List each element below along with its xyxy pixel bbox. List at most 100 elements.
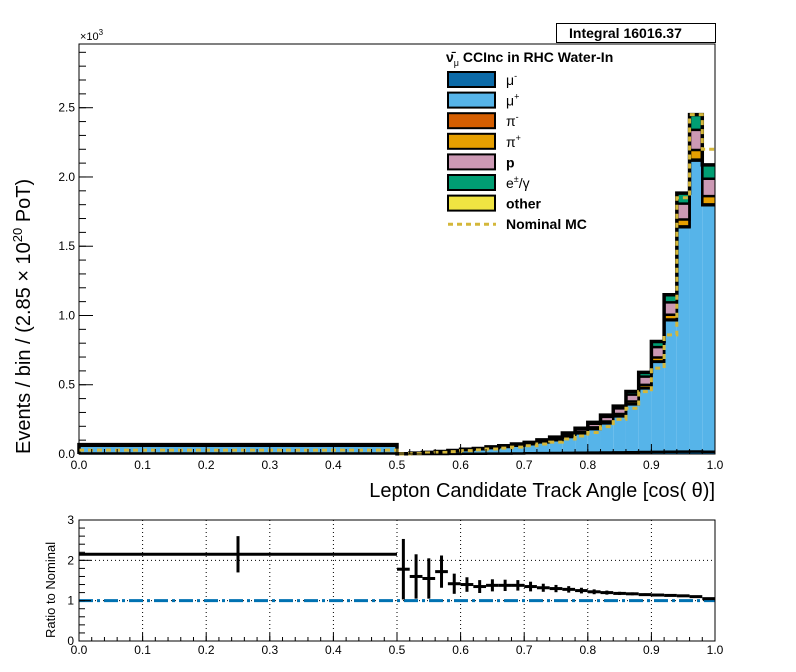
ratio-point-0 (79, 536, 397, 573)
x-tick-label-8: 0.8 (579, 458, 596, 472)
bar-mu_plus-0 (79, 445, 397, 454)
ratio-x-tick-label-0: 0.0 (71, 643, 88, 657)
legend-label-mu_plus: μ+ (506, 92, 519, 109)
ratio-point-14 (562, 586, 576, 593)
y-axis-title: Events / bin / (2.85 × 1020 PoT) (10, 179, 35, 454)
y-tick-label-4: 2.0 (58, 170, 75, 184)
ratio-x-tick-label-1: 0.1 (134, 643, 151, 657)
bar-pi_plus-25 (702, 196, 715, 205)
x-tick-label-9: 0.9 (643, 458, 660, 472)
legend-swatch-mu_minus (447, 71, 496, 88)
ratio-x-tick-label-6: 0.6 (452, 643, 469, 657)
y-tick-label-1: 0.5 (58, 378, 75, 392)
bar-p-24 (689, 129, 703, 150)
y-tick-label-0: 0.0 (58, 447, 75, 461)
ratio-x-tick-label-10: 1.0 (707, 643, 724, 657)
ratio-x-tick-label-3: 0.3 (261, 643, 278, 657)
legend-swatch-pi_plus (447, 132, 496, 150)
integral-stat-box: Integral 16016.37 (556, 23, 716, 43)
ratio-x-tick-label-5: 0.5 (389, 643, 406, 657)
legend-label-pi_minus: π- (506, 112, 519, 129)
x-tick-label-10: 1.0 (707, 458, 724, 472)
ratio-point-17 (600, 590, 614, 595)
legend-swatch-e_gamma (447, 174, 496, 191)
bar-p-15 (575, 429, 588, 433)
integral-label: Integral (569, 25, 620, 41)
bar-p-19 (625, 394, 639, 402)
bar-mu_plus-22 (664, 320, 677, 452)
legend-label-mu_minus: μ- (506, 71, 517, 88)
x-axis-title: Lepton Candidate Track Angle [cos( θ)] (369, 480, 715, 502)
x-tick-label-6: 0.6 (452, 458, 469, 472)
legend-entry-nominal: Nominal MC (448, 216, 587, 232)
ratio-point-9 (498, 579, 512, 591)
bar-p-22 (664, 302, 677, 315)
bar-p-21 (651, 347, 665, 358)
bar-mu_plus-20 (638, 388, 652, 453)
upper-axes: 0.0 0.1 0.2 0.3 0.4 0.5 0.6 0.7 0.8 0.9 1.0 0.0 0.5 1… (58, 51, 724, 472)
bar-p-20 (638, 376, 652, 385)
x-tick-label-1: 0.1 (134, 458, 151, 472)
y-tick-label-3: 1.5 (58, 239, 75, 253)
ratio-point-7 (473, 580, 487, 594)
legend-swatch-other (447, 194, 496, 212)
ratio-point-2 (409, 554, 423, 599)
ratio-point-25 (702, 597, 715, 601)
bar-mu_plus-16 (587, 429, 601, 453)
bar-p-17 (600, 416, 614, 422)
legend-entry-other: other (447, 194, 542, 212)
bar-mu_plus-24 (689, 160, 703, 452)
x-tick-label-0: 0.0 (71, 458, 88, 472)
ratio-point-16 (587, 589, 601, 595)
bar-pi_plus-22 (664, 314, 677, 320)
bar-p-23 (676, 203, 690, 220)
ratio-x-tick-label-8: 0.8 (579, 643, 596, 657)
legend-entry-pi_plus: π+ (447, 132, 521, 150)
bar-pi_plus-20 (638, 384, 652, 388)
ratio-point-8 (486, 579, 499, 592)
ratio-y-tick-label-3: 3 (67, 513, 74, 527)
x-tick-label-4: 0.4 (325, 458, 342, 472)
bar-mu_plus-7 (473, 449, 487, 454)
ratio-point-12 (536, 583, 550, 592)
ratio-point-22 (664, 593, 677, 597)
ratio-point-11 (524, 581, 537, 592)
ratio-grid (79, 520, 715, 641)
legend-swatch-p (447, 153, 496, 171)
x-tick-label-5: 0.5 (389, 458, 406, 472)
ratio-point-6 (460, 577, 474, 592)
ratio-y-tick-label-0: 0 (67, 634, 74, 648)
ratio-point-23 (676, 594, 690, 598)
legend-label-pi_plus: π+ (506, 133, 521, 150)
ratio-x-tick-label-4: 0.4 (325, 643, 342, 657)
legend-swatch-mu_plus (447, 91, 496, 109)
legend-entry-mu_minus: μ- (447, 71, 517, 88)
ratio-point-21 (651, 593, 665, 597)
x-tick-label-7: 0.7 (516, 458, 533, 472)
ratio-x-tick-label-9: 0.9 (643, 643, 660, 657)
x-tick-label-2: 0.2 (198, 458, 215, 472)
legend-swatch-pi_minus (447, 112, 496, 130)
ratio-point-10 (511, 580, 525, 591)
upper-frame (78, 43, 716, 455)
bar-p-16 (587, 423, 601, 428)
bar-mu_plus-19 (625, 404, 639, 453)
bar-mu_plus-21 (651, 361, 665, 452)
y-exponent-label: ×103 (80, 28, 104, 43)
ratio-point-1 (397, 538, 410, 600)
bar-mu_plus-9 (498, 446, 512, 454)
nominal-mc-line (79, 113, 715, 456)
bar-mu_plus-25 (702, 205, 715, 452)
bar-mu_plus-6 (460, 449, 474, 454)
ratio-point-13 (549, 584, 563, 593)
upper-frame-bg (79, 44, 715, 454)
nominal-mc-path (79, 113, 715, 456)
ratio-x-tick-label-2: 0.2 (198, 643, 215, 657)
bar-mu_plus-10 (511, 445, 525, 454)
bar-p-18 (613, 408, 626, 414)
ratio-point-24 (689, 595, 703, 599)
legend-label-p: p (506, 154, 515, 170)
legend-entries: μ-μ+ π-π+ p e±/γ other Nominal MC (447, 71, 587, 232)
bar-mu_plus-11 (524, 444, 537, 454)
